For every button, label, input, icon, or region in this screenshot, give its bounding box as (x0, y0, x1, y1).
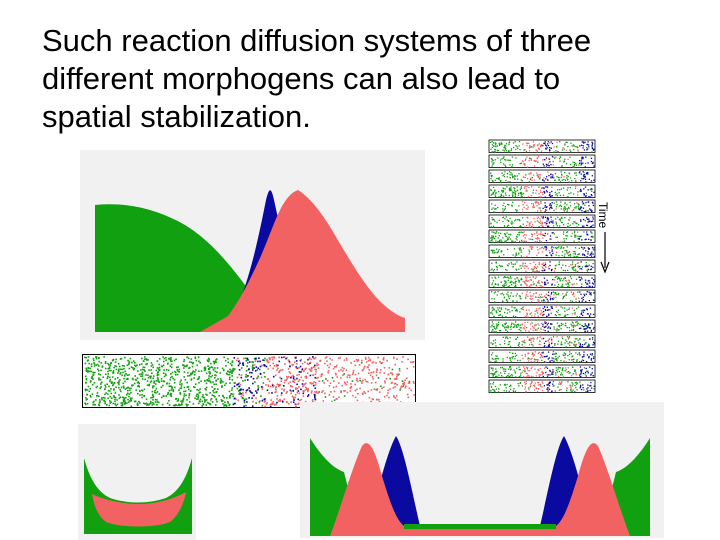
time-row (488, 214, 596, 228)
time-row (488, 199, 596, 213)
spatial-pattern-strip (82, 354, 416, 408)
green-morphogen-curve (95, 204, 405, 332)
title-line-2: different morphogens can also lead to (42, 61, 561, 96)
twin-red-curve (330, 443, 630, 536)
twin-peak-morphogen-profile (300, 402, 664, 538)
time-row (488, 274, 596, 288)
time-rows (488, 139, 596, 393)
time-row (488, 184, 596, 198)
time-arrow-icon (598, 232, 612, 274)
time-row (488, 229, 596, 243)
slide-title: Such reaction diffusion systems of three… (42, 22, 702, 136)
time-row (488, 349, 596, 363)
time-row (488, 139, 596, 153)
twin-green-baseline (404, 524, 556, 529)
time-row (488, 154, 596, 168)
title-line-3: spatial stabilization. (42, 99, 311, 134)
time-row (488, 364, 596, 378)
time-row (488, 244, 596, 258)
time-row (488, 319, 596, 333)
time-series-strips (488, 138, 596, 396)
title-line-1: Such reaction diffusion systems of three (42, 23, 592, 58)
red-morphogen-curve (200, 190, 405, 332)
time-row (488, 379, 596, 393)
time-row (488, 334, 596, 348)
bowl-morphogen-profile (78, 424, 196, 540)
bowl-red-curve (92, 492, 186, 527)
time-row (488, 289, 596, 303)
time-axis-label: Time (596, 202, 610, 229)
time-row (488, 169, 596, 183)
time-row (488, 304, 596, 318)
main-morphogen-profile (80, 150, 425, 340)
time-row (488, 259, 596, 273)
